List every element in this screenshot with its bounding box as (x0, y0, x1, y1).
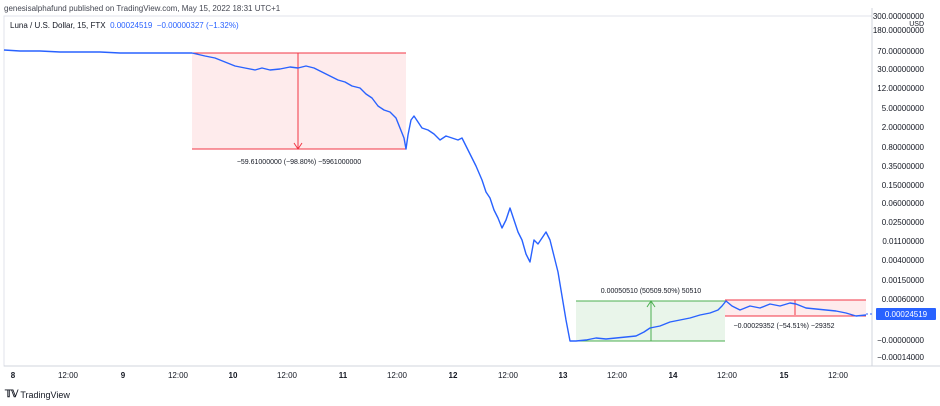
time-tick-label: 12:00 (168, 371, 189, 380)
price-tick-label: −0.00014000 (877, 353, 924, 362)
price-tick-label: 0.06000000 (882, 199, 925, 208)
drop-range-label: −59.61000000 (−98.80%) −5961000000 (237, 159, 361, 166)
price-tick-label: 0.00060000 (882, 295, 925, 304)
time-tick-label: 12:00 (607, 371, 628, 380)
symbol-line: Luna / U.S. Dollar, 15, FTX 0.00024519 −… (10, 21, 239, 30)
price-line (3, 49, 867, 342)
time-axis[interactable]: 8 12:00 9 12:00 10 12:00 11 12:00 12 12:00 13 12:00… (11, 371, 849, 380)
price-tick-label: 30.00000000 (877, 65, 924, 74)
time-tick-label: 11 (339, 371, 348, 380)
price-tick-label: 180.00000000 (873, 26, 925, 35)
last-price: 0.00024519 (110, 21, 153, 30)
time-tick-label: 15 (780, 371, 789, 380)
currency-label: USD (909, 21, 924, 28)
time-tick-label: 13 (559, 371, 568, 380)
price-tick-label: 0.00150000 (882, 276, 925, 285)
drop-range-box (192, 53, 406, 149)
tradingview-logo-icon: 𝕋𝕍 (5, 389, 18, 400)
price-axis[interactable]: 300.00000000 180.00000000 70.00000000 30.00… (873, 12, 936, 362)
price-tick-label: 300.00000000 (873, 12, 925, 21)
grid (3, 8, 940, 367)
price-tick-label: 0.01100000 (882, 237, 924, 246)
final-range-label: −0.00029352 (−54.51%) −29352 (733, 323, 834, 330)
publisher-line: genesisalphafund published on TradingVie… (4, 4, 281, 13)
price-tick-label: 70.00000000 (877, 47, 924, 56)
time-tick-label: 12 (449, 371, 458, 380)
price-tick-label: 2.00000000 (882, 123, 925, 132)
price-tick-label: 0.02500000 (882, 218, 925, 227)
price-tick-label: 0.35000000 (882, 162, 925, 171)
price-tick-label: 5.00000000 (882, 104, 925, 113)
time-tick-label: 14 (669, 371, 678, 380)
time-tick-label: 12:00 (828, 371, 849, 380)
price-tick-label: 12.00000000 (877, 84, 924, 93)
time-tick-label: 12:00 (277, 371, 298, 380)
time-tick-label: 8 (11, 371, 16, 380)
symbol-name: Luna / U.S. Dollar, 15, FTX (10, 21, 106, 30)
price-tick-label: 0.00024519 (885, 310, 928, 319)
price-tick-label: 0.15000000 (882, 181, 925, 190)
measure-annotations: −59.61000000 (−98.80%) −5961000000 0.0005… (192, 52, 866, 342)
gain-range-label: 0.00050510 (50509.50%) 50510 (601, 288, 702, 295)
footer-brand: TradingView (20, 389, 70, 400)
time-tick-label: 12:00 (498, 371, 519, 380)
time-tick-label: 10 (229, 371, 238, 380)
footer: 𝕋𝕍 TradingView (5, 389, 70, 400)
gain-arrow-head (646, 300, 656, 308)
drop-arrow-head (293, 142, 303, 150)
price-series (3, 49, 872, 342)
price-tick-label: 0.00400000 (882, 256, 925, 265)
time-tick-label: 12:00 (717, 371, 738, 380)
price-tick-label: 0.80000000 (882, 143, 925, 152)
time-tick-label: 9 (121, 371, 126, 380)
time-tick-label: 12:00 (58, 371, 79, 380)
price-tick-label: −0.00000000 (877, 336, 924, 345)
price-change: −0.00000327 (−1.32%) (156, 21, 239, 30)
last-price-badge (876, 308, 936, 320)
time-tick-label: 12:00 (387, 371, 408, 380)
